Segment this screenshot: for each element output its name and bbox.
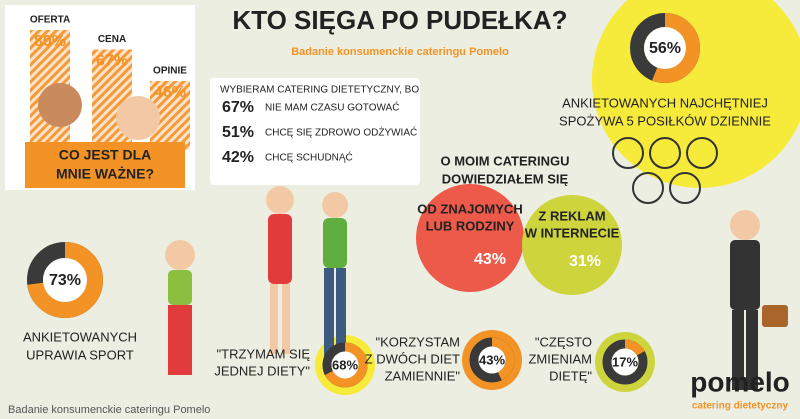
diet-text: Z DWÓCH DIET <box>365 351 460 366</box>
caption-line: CO JEST DLA <box>59 147 152 163</box>
caption-line: MNIE WAŻNE? <box>56 166 154 182</box>
diet-text: ZMIENIAM <box>528 351 592 366</box>
plate-icons <box>612 137 718 204</box>
caption-box <box>25 142 185 188</box>
caption-line: UPRAWIA SPORT <box>26 347 134 362</box>
reason-value: 67% <box>222 99 254 116</box>
reason-text: CHCĘ SIĘ ZDROWO ODŻYWIAĆ <box>265 126 417 139</box>
donut-label: 73% <box>49 272 81 289</box>
diet-text: ZAMIENNIE" <box>385 368 461 383</box>
source-value: 31% <box>569 253 601 270</box>
source-text: OD ZNAJOMYCH <box>417 201 522 216</box>
donut-label: 17% <box>612 354 638 369</box>
donut-label: 43% <box>479 352 505 367</box>
donut-label: 56% <box>649 40 681 57</box>
reasons-panel <box>210 78 420 185</box>
face-illustration <box>38 83 82 127</box>
donut-hole <box>611 348 639 376</box>
donut-hole <box>331 351 359 379</box>
heading-line: DOWIEDZIAŁEM SIĘ <box>442 171 569 186</box>
caption-line: SPOŻYWA 5 POSIŁKÓW DZIENNIE <box>559 113 771 128</box>
subtitle: Badanie konsumenckie cateringu Pomelo <box>291 46 509 58</box>
donut-hole <box>478 346 506 374</box>
reason-text: CHCĘ SCHUDNĄĆ <box>265 151 353 164</box>
reason-text: NIE MAM CZASU GOTOWAĆ <box>265 101 399 114</box>
bar-label: 67% <box>96 53 128 70</box>
people-illustration <box>165 186 788 390</box>
brand: pomelo <box>690 366 790 397</box>
ads-bubble <box>522 195 622 295</box>
diet-text: JEDNEJ DIETY" <box>214 363 310 378</box>
source-text: Z REKLAM <box>538 208 605 223</box>
title: KTO SIĘGA PO PUDEŁKA? <box>232 5 567 35</box>
reason-value: 42% <box>222 149 254 166</box>
reasons-heading: WYBIERAM CATERING DIETETYCZNY, BO <box>220 85 419 96</box>
footer-source: Badanie konsumenckie cateringu Pomelo <box>8 404 210 416</box>
donut-hole <box>644 27 686 69</box>
bar-name: OFERTA <box>30 15 70 26</box>
donut-arc <box>322 342 368 388</box>
donut-arc <box>469 337 515 383</box>
face-illustration <box>116 96 160 140</box>
meals-bubble <box>592 0 800 188</box>
source-text: W INTERNECIE <box>525 225 620 240</box>
bar-label: 46% <box>154 84 186 101</box>
heading-line: O MOIM CATERINGU <box>440 153 569 168</box>
diet-text: DIETĘ" <box>549 368 592 383</box>
donut-label: 68% <box>332 357 358 372</box>
bar-label: 80% <box>34 33 66 50</box>
diet-text: "TRZYMAM SIĘ <box>217 346 311 361</box>
diet-text: "CZĘSTO <box>535 334 592 349</box>
diet-text: "KORZYSTAM <box>375 334 460 349</box>
donut-arc <box>27 242 103 318</box>
reason-value: 51% <box>222 124 254 141</box>
donut-arc <box>602 339 648 385</box>
bar-name: CENA <box>98 34 126 45</box>
source-value: 43% <box>474 251 506 268</box>
friends-bubble <box>416 184 524 292</box>
caption-line: ANKIETOWANYCH <box>23 329 137 344</box>
donut-arc <box>630 13 700 83</box>
source-text: LUB RODZINY <box>426 218 515 233</box>
tagline: catering dietetyczny <box>692 401 789 412</box>
donut-hole <box>43 258 87 302</box>
bar-name: OPINIE <box>153 66 187 77</box>
caption-line: ANKIETOWANYCH NAJCHĘTNIEJ <box>562 95 768 110</box>
